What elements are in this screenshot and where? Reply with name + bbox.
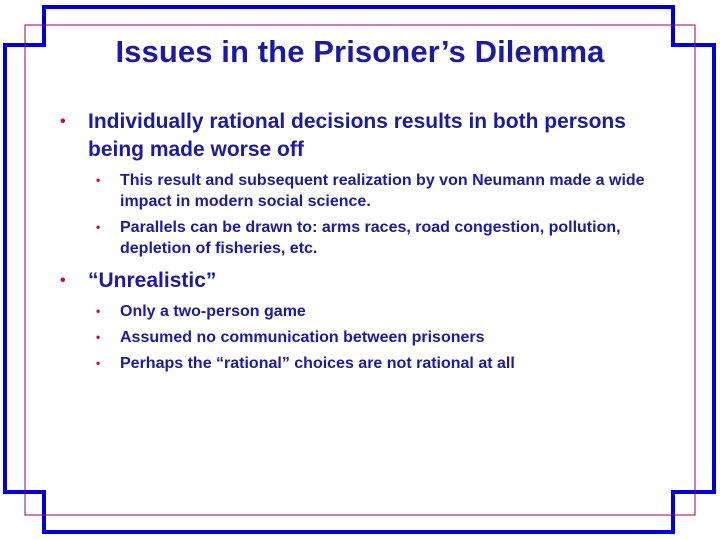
bullet-point: • “Unrealistic”: [60, 267, 670, 295]
sub-bullet-text: Only a two-person game: [120, 303, 306, 320]
sub-bullet-text: Parallels can be drawn to: arms races, r…: [120, 219, 621, 257]
inner-frame-border: [24, 24, 696, 516]
sub-bullet-list: • This result and subsequent realization…: [60, 170, 670, 259]
bullet-icon: •: [60, 113, 66, 130]
bullet-point: • Individually rational decisions result…: [60, 108, 670, 164]
slide-title: Issues in the Prisoner’s Dilemma: [115, 34, 605, 69]
sub-bullet-text: Assumed no communication between prisone…: [120, 329, 485, 346]
sub-bullet-point: • Assumed no communication between priso…: [96, 327, 670, 348]
sub-bullet-icon: •: [96, 356, 101, 370]
sub-bullet-list: • Only a two-person game • Assumed no co…: [60, 301, 670, 374]
sub-bullet-point: • This result and subsequent realization…: [96, 170, 670, 212]
bullet-text: Individually rational decisions results …: [88, 110, 626, 161]
sub-bullet-text: Perhaps the “rational” choices are not r…: [120, 355, 515, 372]
sub-bullet-icon: •: [96, 330, 101, 344]
bullet-icon: •: [60, 272, 66, 289]
sub-bullet-text: This result and subsequent realization b…: [120, 172, 645, 210]
sub-bullet-icon: •: [96, 304, 101, 318]
sub-bullet-icon: •: [96, 220, 101, 234]
bullet-text: “Unrealistic”: [88, 269, 217, 292]
outer-frame-border: [3, 5, 716, 534]
sub-bullet-point: • Only a two-person game: [96, 301, 670, 322]
sub-bullet-icon: •: [96, 173, 101, 187]
sub-bullet-point: • Perhaps the “rational” choices are not…: [96, 353, 670, 374]
sub-bullet-point: • Parallels can be drawn to: arms races,…: [96, 217, 670, 259]
bullet-list: • Individually rational decisions result…: [60, 108, 670, 382]
